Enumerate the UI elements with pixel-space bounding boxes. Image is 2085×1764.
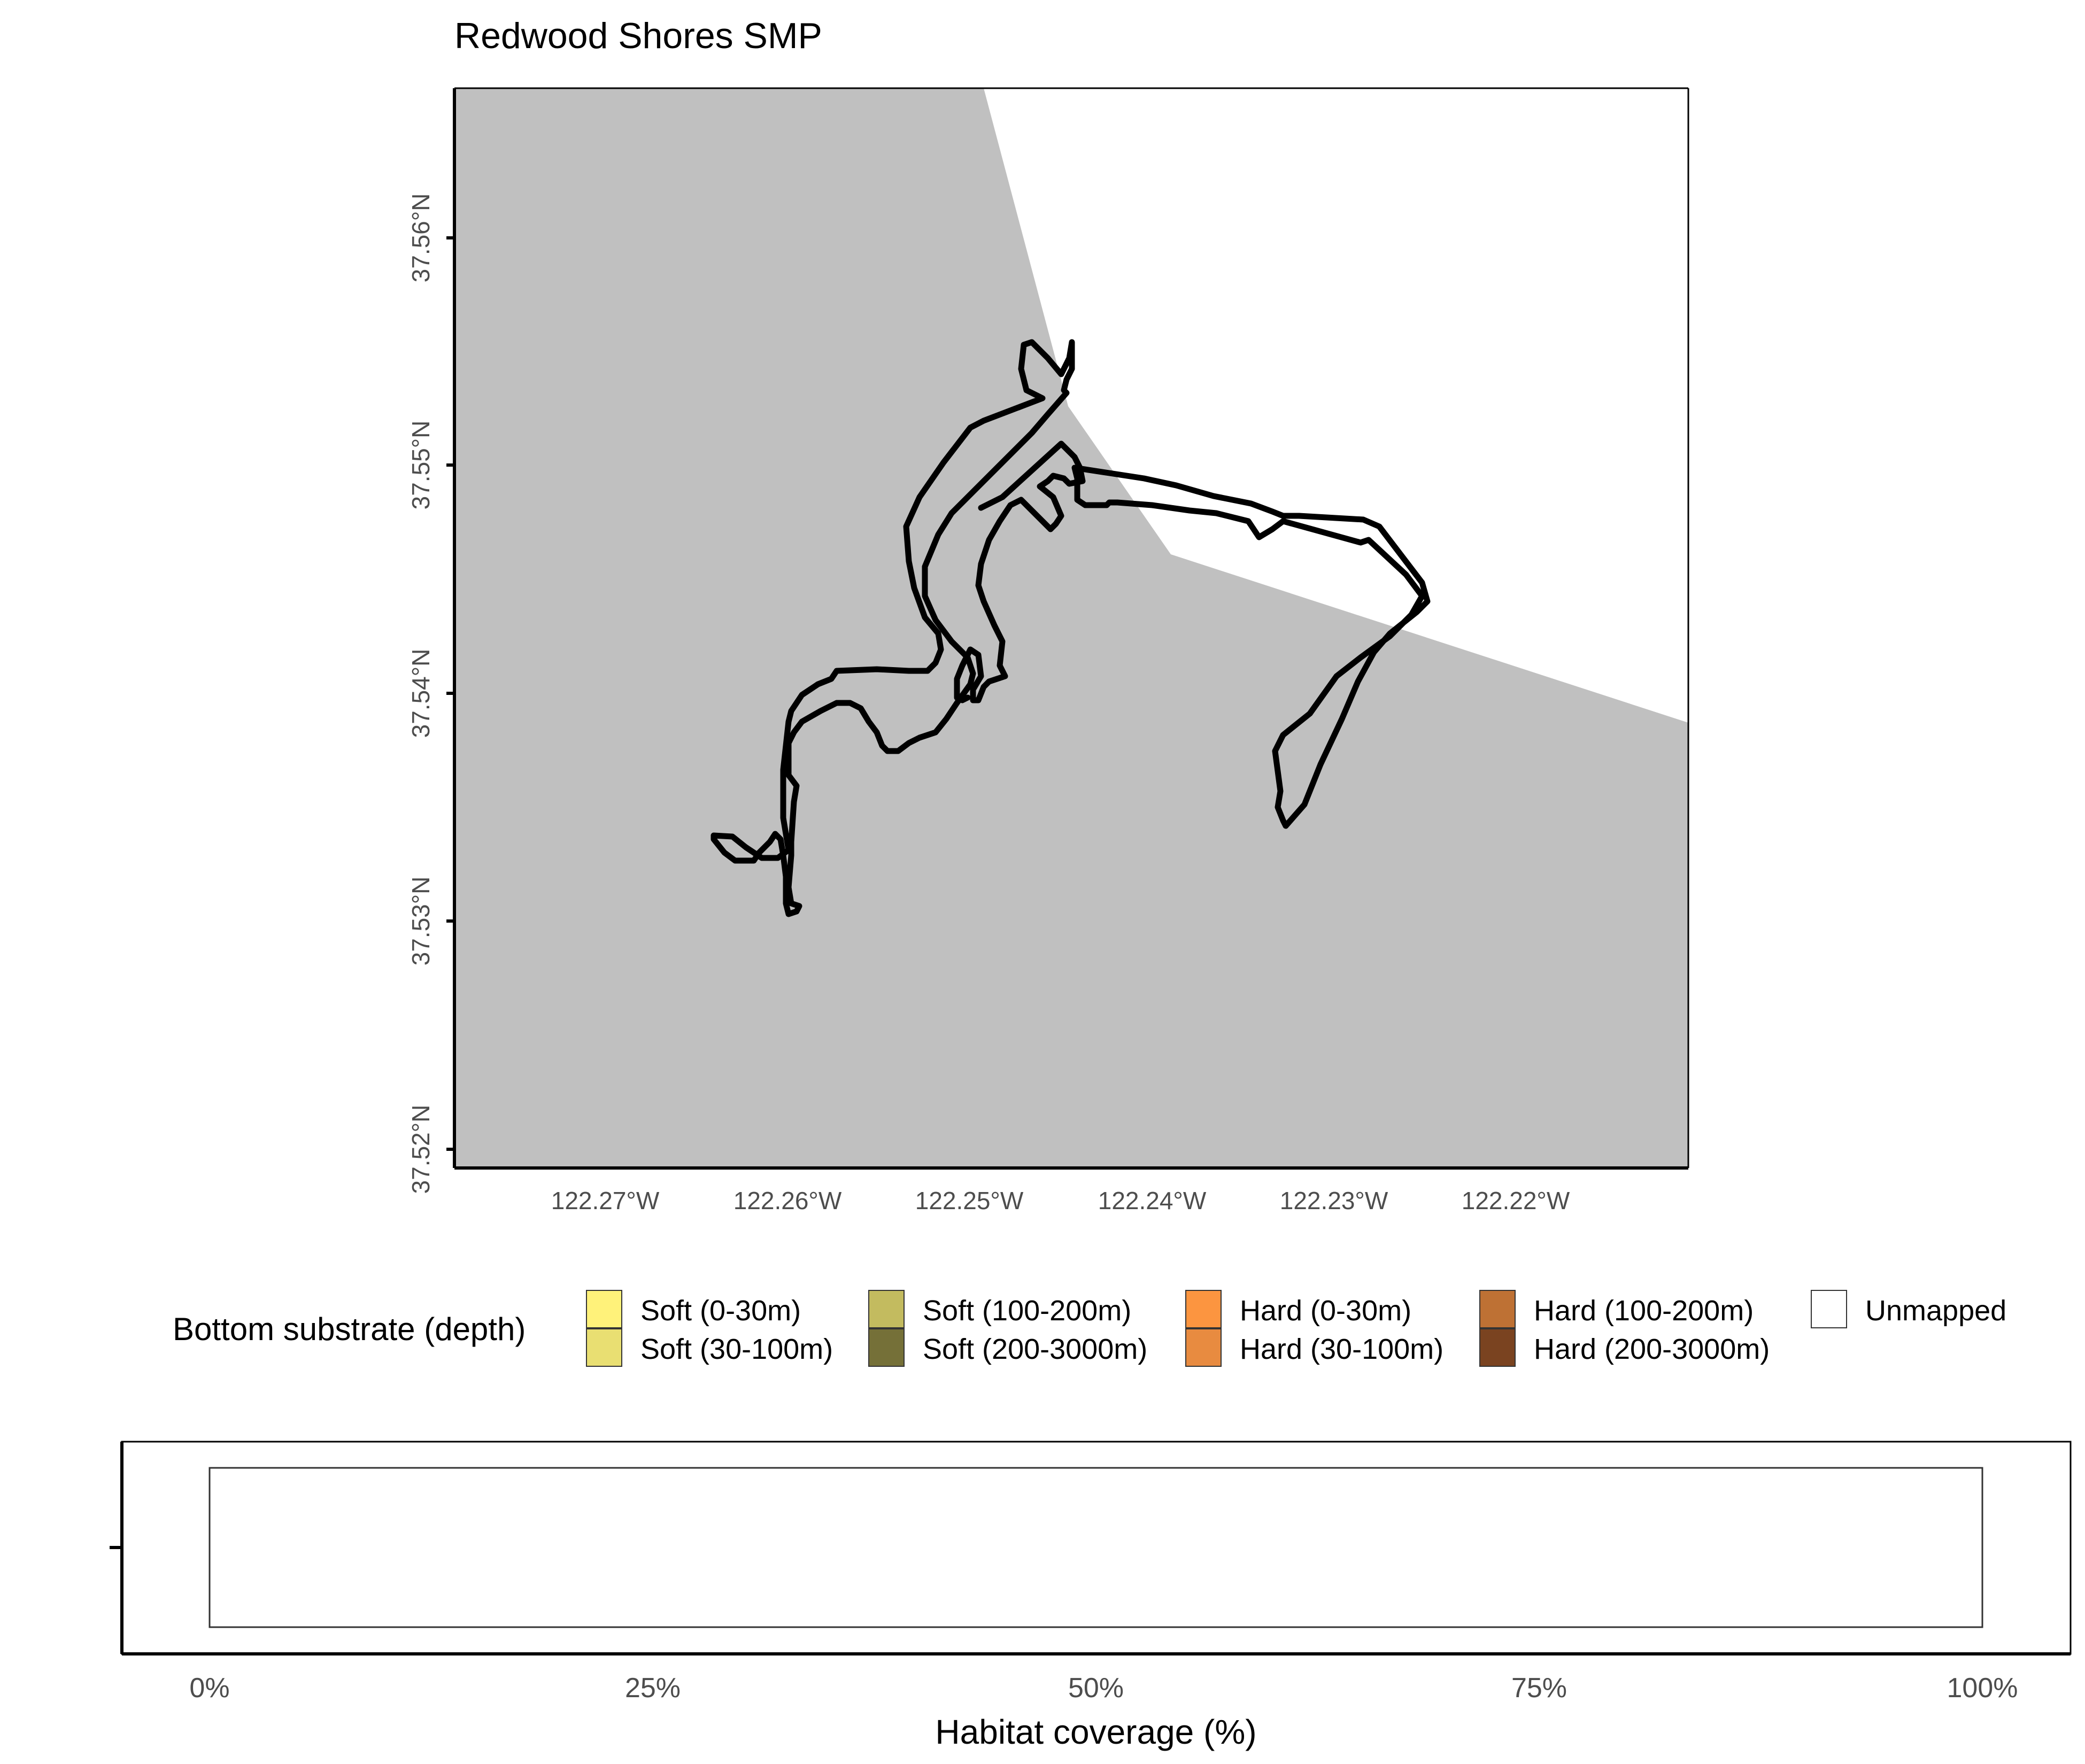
coverage-x-tick-label: 100% — [1947, 1673, 2018, 1704]
legend-swatch — [1185, 1290, 1222, 1328]
legend-swatch — [868, 1328, 905, 1367]
legend-label: Soft (100-200m) — [923, 1295, 1131, 1327]
map-panel — [453, 87, 1689, 1170]
legend-swatch — [586, 1328, 622, 1367]
legend-swatch — [586, 1290, 622, 1328]
legend-swatch — [1479, 1290, 1516, 1328]
x-tick-label: 122.26°W — [733, 1187, 842, 1214]
x-tick-label: 122.27°W — [551, 1187, 660, 1214]
map-x-axis: 122.27°W 122.26°W 122.25°W 122.24°W 122.… — [551, 1187, 1570, 1214]
coverage-chart: 0% 25% 50% 75% 100% Habitat coverage (%) — [110, 1441, 2072, 1751]
mpa-boundary-inner — [954, 440, 1086, 703]
legend-swatch — [1811, 1290, 1847, 1328]
legend-swatch — [868, 1290, 905, 1328]
coverage-x-tick-label: 25% — [625, 1673, 681, 1704]
coverage-x-tick-label: 0% — [189, 1673, 229, 1704]
legend: Bottom substrate (depth) Soft (0-30m) So… — [173, 1290, 2006, 1367]
y-tick-label: 37.52°N — [407, 1105, 435, 1194]
legend-swatch — [1185, 1328, 1222, 1367]
legend-label: Hard (200-3000m) — [1534, 1333, 1770, 1365]
y-tick-label: 37.55°N — [407, 421, 435, 510]
coverage-bar-segment — [208, 1467, 1983, 1628]
coverage-bars — [208, 1467, 1983, 1628]
mpa-boundary-east — [1071, 465, 1431, 829]
y-tick-label: 37.54°N — [407, 649, 435, 738]
land-area — [454, 88, 1688, 1168]
legend-label: Unmapped — [1865, 1295, 2006, 1327]
legend-label: Hard (100-200m) — [1534, 1295, 1754, 1327]
y-tick-label: 37.56°N — [407, 194, 435, 283]
x-tick-label: 122.25°W — [915, 1187, 1024, 1214]
legend-label: Hard (0-30m) — [1240, 1295, 1411, 1327]
x-tick-label: 122.23°W — [1280, 1187, 1388, 1214]
legend-label: Soft (30-100m) — [640, 1333, 833, 1365]
x-tick-label: 122.24°W — [1098, 1187, 1207, 1214]
map-y-axis: 37.56°N 37.55°N 37.54°N 37.53°N 37.52°N — [407, 194, 454, 1194]
legend-label: Hard (30-100m) — [1240, 1333, 1443, 1365]
coverage-x-tick-label: 50% — [1068, 1673, 1124, 1704]
legend-swatch — [1479, 1328, 1516, 1367]
mpa-boundary — [711, 339, 1431, 917]
y-tick-label: 37.53°N — [407, 877, 435, 966]
legend-label: Soft (0-30m) — [640, 1295, 801, 1327]
legend-label: Soft (200-3000m) — [923, 1333, 1147, 1365]
coverage-x-axis-title: Habitat coverage (%) — [935, 1713, 1256, 1751]
mpa-boundary-west — [711, 339, 1075, 917]
x-tick-label: 122.22°W — [1462, 1187, 1570, 1214]
map-title: Redwood Shores SMP — [454, 16, 822, 56]
coverage-x-tick-label: 75% — [1511, 1673, 1567, 1704]
legend-title: Bottom substrate (depth) — [173, 1311, 526, 1347]
